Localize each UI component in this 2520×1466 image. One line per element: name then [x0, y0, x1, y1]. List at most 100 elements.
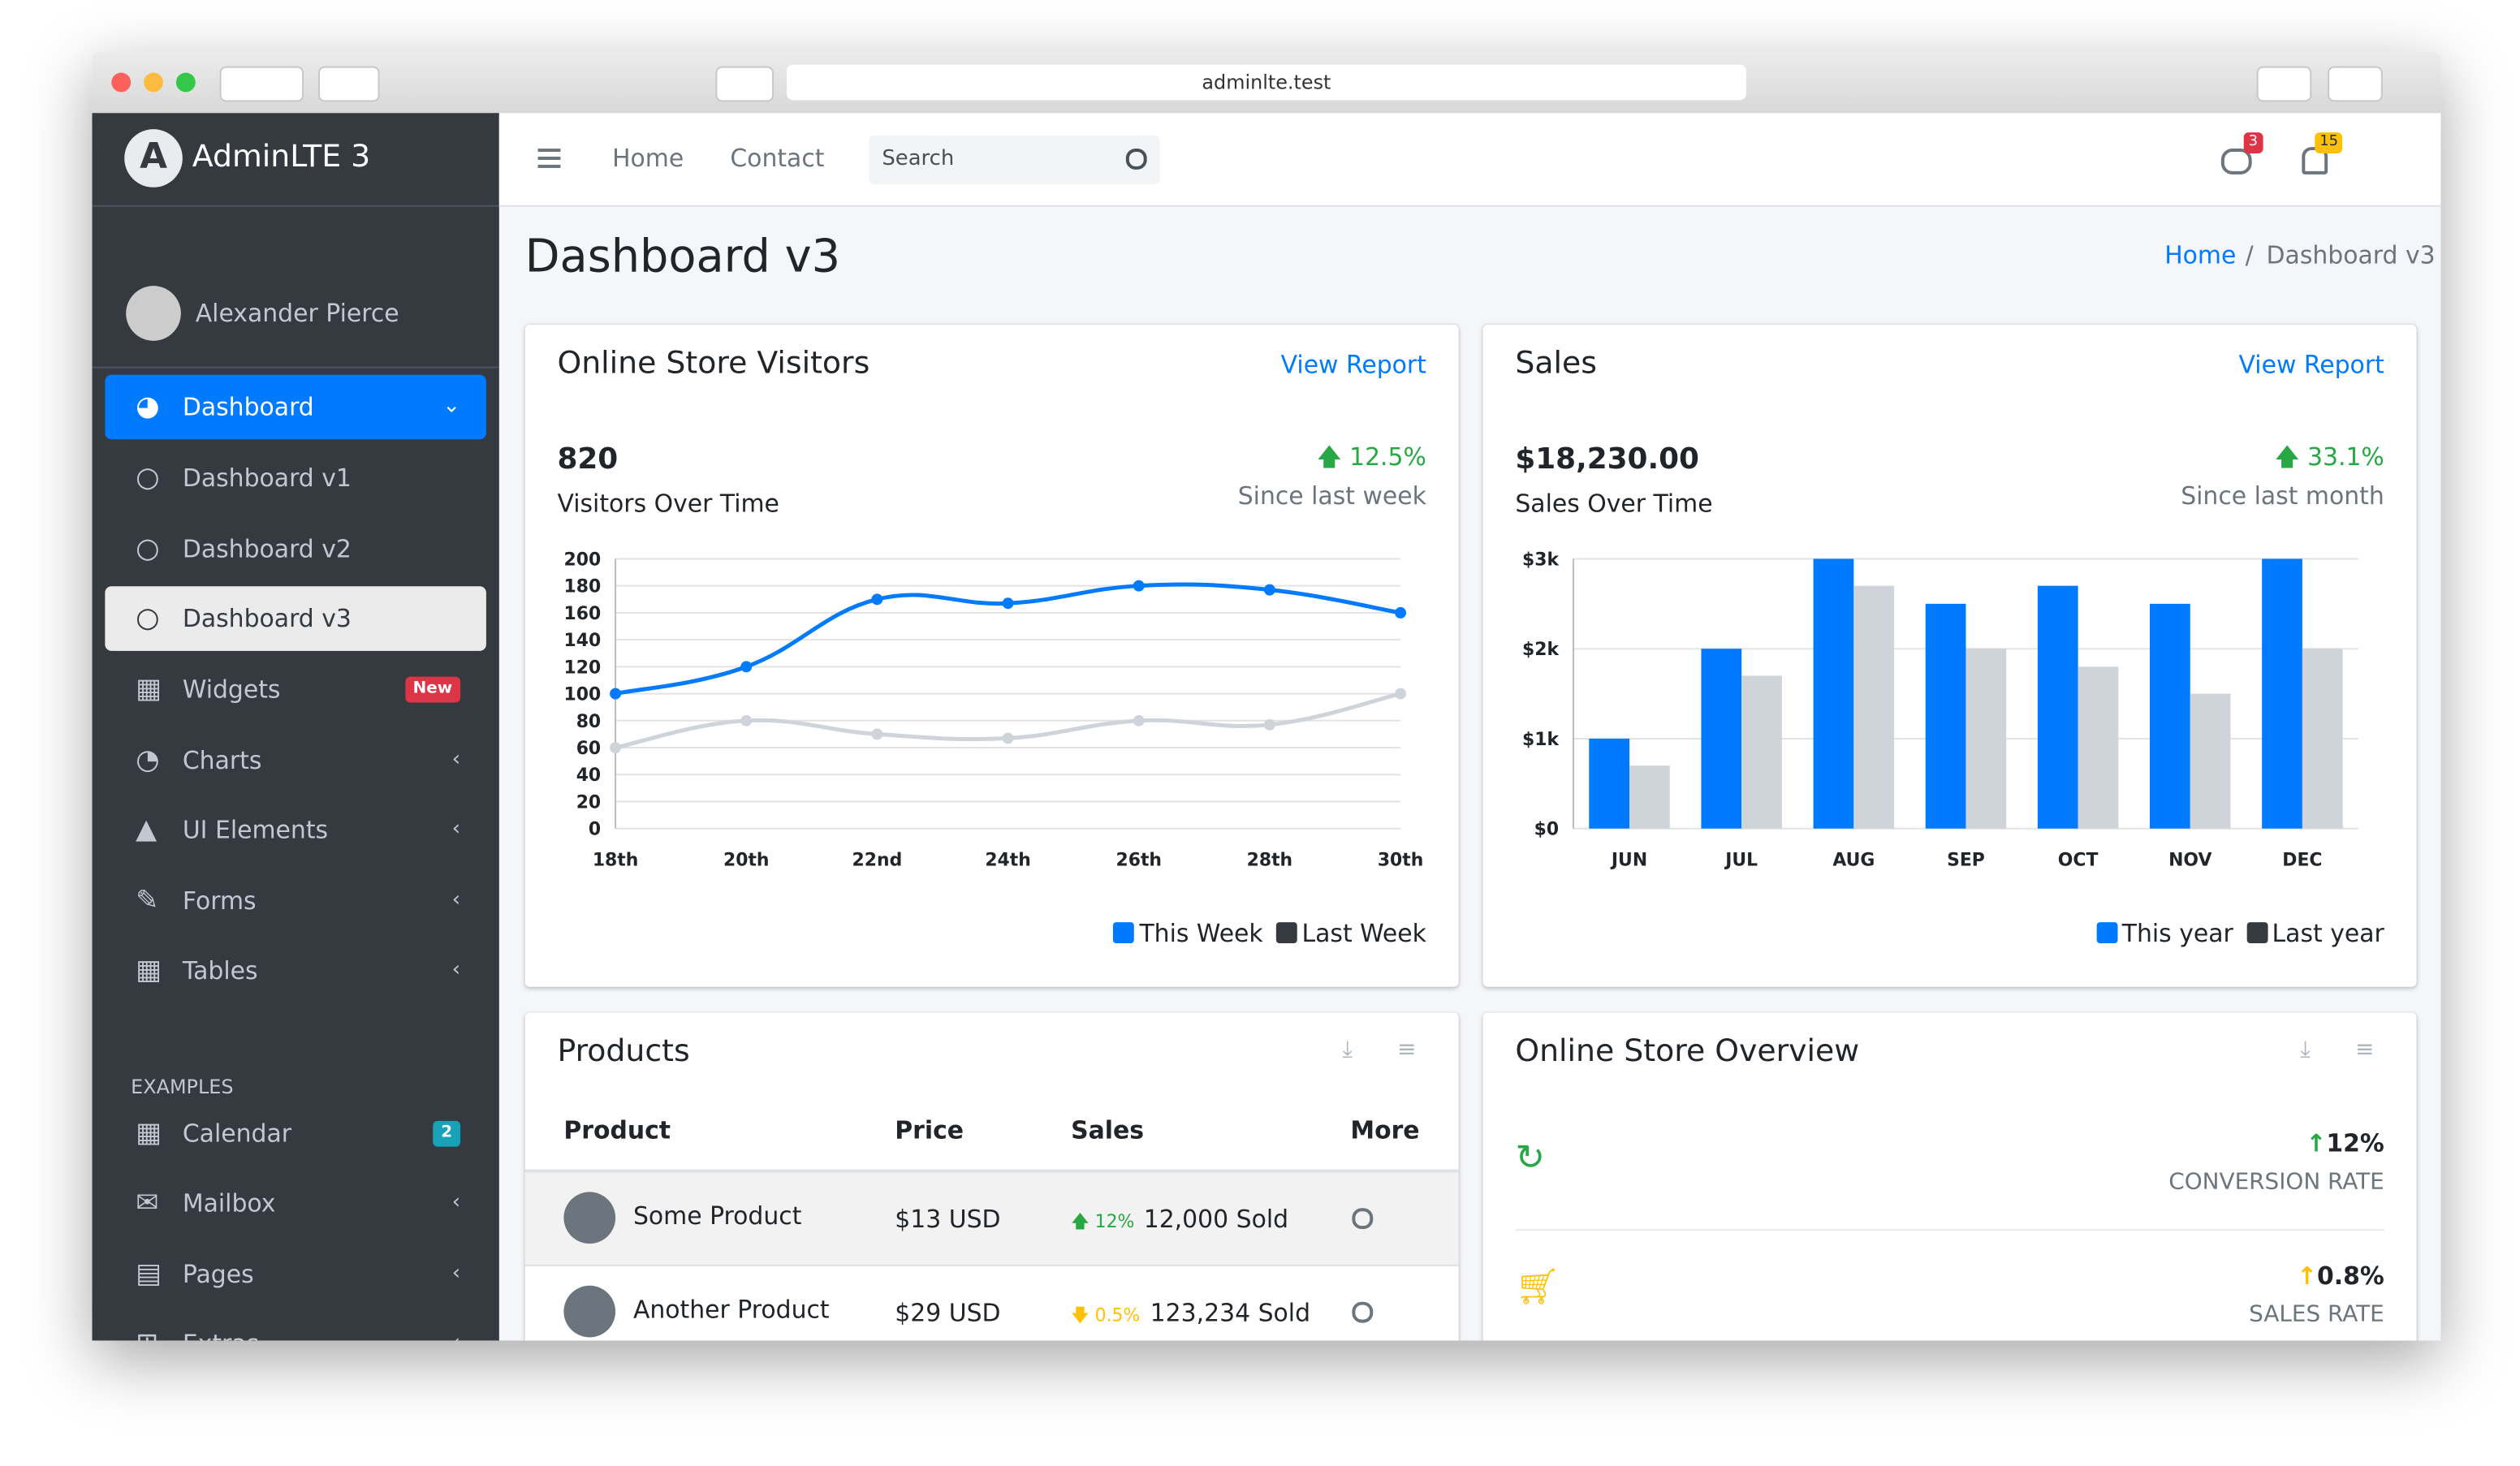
x-tick-label: OCT: [2058, 850, 2099, 870]
y-tick-label: $2k: [1522, 640, 1559, 660]
sidebar-button[interactable]: [317, 66, 380, 102]
line-point: [740, 714, 753, 727]
download-button[interactable]: ⤓: [1342, 1037, 1353, 1063]
bar: [1813, 558, 1854, 829]
change-label: Since last month: [2181, 481, 2384, 511]
back-forward-buttons[interactable]: [219, 66, 304, 102]
tabs-button[interactable]: [2328, 66, 2383, 102]
column-header: More: [1350, 1115, 1420, 1145]
menu-icon: ▦: [136, 954, 162, 987]
menu-item[interactable]: ▲ UI Elements ‹: [105, 798, 486, 863]
menu-item[interactable]: ▦ Widgets New: [105, 658, 486, 722]
nav-link[interactable]: Contact: [730, 144, 825, 173]
line-point: [1263, 584, 1275, 596]
y-tick-label: $0: [1534, 820, 1559, 840]
product-image: [563, 1192, 616, 1244]
menu-toggle[interactable]: [537, 149, 561, 168]
x-tick-label: JUL: [1724, 850, 1758, 870]
search-box[interactable]: Search: [869, 136, 1160, 184]
view-report-link[interactable]: View Report: [1280, 350, 1426, 380]
card-title: Sales: [1515, 345, 1597, 382]
menu-item[interactable]: ◕ Dashboard ⌄: [105, 374, 486, 440]
bar: [2078, 666, 2119, 829]
close-button[interactable]: [111, 72, 132, 93]
menu-header: EXAMPLES: [131, 1076, 234, 1098]
menu-item[interactable]: ○ Dashboard v3: [105, 586, 486, 651]
overview-card: Online Store Overview ⤓ ≡ ↻ 🛒︎ ↑12% CONV…: [1482, 1012, 2417, 1341]
divider: [524, 1169, 1459, 1173]
product-sold: 12,000 Sold: [1143, 1205, 1289, 1235]
menu-item[interactable]: ⊞ Extras ‹: [105, 1312, 486, 1341]
card-title: Online Store Visitors: [557, 345, 870, 382]
legend-label: Last Week: [1301, 919, 1426, 948]
menu-item[interactable]: ▤ Pages ‹: [105, 1242, 486, 1307]
line-point: [610, 688, 622, 700]
line-point: [740, 661, 753, 673]
bar: [2150, 603, 2190, 829]
line-point: [1002, 732, 1014, 744]
menu-icon: ○: [136, 602, 160, 635]
product-name[interactable]: Another Product: [632, 1295, 830, 1325]
menu-label: Dashboard v3: [182, 604, 352, 633]
share-button[interactable]: [2256, 66, 2312, 102]
chevron: ‹: [451, 957, 461, 982]
privacy-button[interactable]: [715, 66, 775, 102]
menu-item[interactable]: ✎ Forms ‹: [105, 869, 486, 933]
y-tick-label: 100: [563, 685, 601, 705]
y-tick-label: 20: [576, 792, 601, 813]
refresh-icon: ↻: [1515, 1138, 1546, 1179]
legend-label: This Week: [1139, 919, 1263, 948]
chevron: ‹: [452, 1312, 460, 1341]
view-report-link[interactable]: View Report: [2238, 350, 2384, 380]
chevron: ‹: [451, 817, 461, 842]
more-button[interactable]: [1352, 1301, 1374, 1323]
messages-icon[interactable]: [2220, 149, 2252, 175]
brand-text[interactable]: AdminLTE 3: [192, 139, 371, 175]
bar: [1589, 738, 1630, 829]
more-button[interactable]: [1352, 1208, 1374, 1230]
menu-item[interactable]: ▦ Tables ‹: [105, 938, 486, 1003]
stat-value-text: 0.8%: [2317, 1261, 2384, 1291]
stat-label: CONVERSION RATE: [2168, 1169, 2384, 1196]
menu-icon: ✉: [136, 1187, 159, 1220]
zoom-button[interactable]: [175, 72, 196, 93]
y-tick-label: 60: [576, 739, 601, 759]
change-value: 0.5%: [1094, 1304, 1141, 1326]
menu-label: Dashboard v1: [182, 464, 352, 493]
menu-button[interactable]: ≡: [1397, 1037, 1417, 1063]
total-value: 820: [557, 442, 619, 476]
breadcrumb-link[interactable]: Home: [2164, 240, 2237, 270]
page-title: Dashboard v3: [524, 229, 841, 283]
address-bar[interactable]: adminlte.test: [786, 64, 1746, 101]
chevron: ‹: [451, 748, 461, 773]
bar: [2302, 649, 2343, 829]
menu-item[interactable]: ▦ Calendar 2: [105, 1102, 486, 1166]
menu-item[interactable]: ◔ Charts ‹: [105, 728, 486, 793]
y-tick-label: 180: [563, 577, 601, 597]
product-name[interactable]: Some Product: [632, 1201, 802, 1231]
y-tick-label: 160: [563, 604, 601, 624]
menu-item[interactable]: ○ Dashboard v2: [105, 517, 486, 582]
change: 🡅︎ 33.1%: [2275, 441, 2384, 481]
sales-card: Sales View Report $18,230.00 Sales Over Tim…: [1482, 324, 2417, 987]
menu-button[interactable]: ≡: [2354, 1037, 2375, 1063]
change-value: 33.1%: [2306, 442, 2384, 472]
sidebar: A AdminLTE 3 Alexander Pierce EXAMPLES ◕…: [92, 113, 499, 1341]
nav-link[interactable]: Home: [612, 144, 684, 173]
download-button[interactable]: ⤓: [2300, 1037, 2311, 1063]
menu-label: Pages: [182, 1259, 254, 1289]
search-icon[interactable]: [1125, 149, 1147, 170]
menu-item[interactable]: ✉ Mailbox ‹: [105, 1171, 486, 1236]
menu-label: Widgets: [182, 675, 281, 705]
minimize-button[interactable]: [144, 72, 163, 93]
total-label: Visitors Over Time: [557, 489, 779, 519]
product-price: $13 USD: [895, 1205, 1001, 1235]
chevron: ⌄: [442, 394, 461, 419]
user-name[interactable]: Alexander Pierce: [195, 299, 399, 328]
legend: This year Last year: [2095, 919, 2384, 948]
menu-icon: ⊞: [136, 1312, 162, 1341]
divider: [1515, 1229, 2384, 1231]
product-sold: 123,234 Sold: [1150, 1298, 1311, 1328]
menu-item[interactable]: ○ Dashboard v1: [105, 446, 486, 511]
